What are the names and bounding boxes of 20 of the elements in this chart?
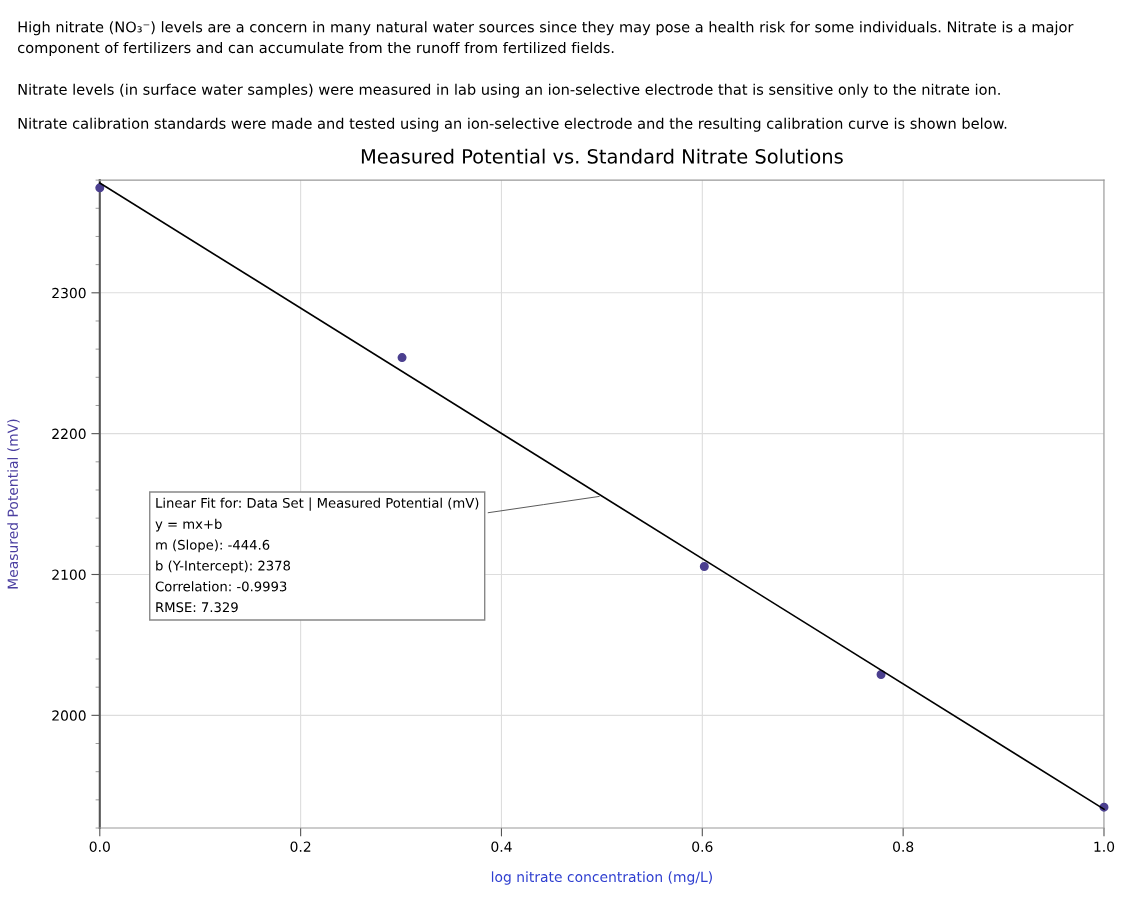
x-tick-label: 0.8: [893, 841, 914, 852]
text: Nitrate levels (in surface water samples) were measured in lab using an ion-selective electrode that is sensitive only to the nitrate ion.: [18, 83, 1000, 98]
y-tick-label: 2000: [52, 710, 86, 721]
y-tick-label: 2100: [52, 569, 86, 580]
x-tick-label: 0.2: [290, 841, 311, 852]
text: Nitrate calibration standards were made and tested using an ion-selective electrode and the resulting calibration curve is shown below.: [18, 117, 1007, 132]
y-tick-label: 2200: [52, 428, 86, 440]
text: High nitrate (NO₃⁻) levels are a concern in many natural water sources since they may pose a health risk for some individuals. Nitrate is a major component of fertilizers and can accumulate from the runoff from fertilized fields.: [18, 21, 1074, 57]
x-tick-label: 0.0: [89, 841, 110, 852]
point: [95, 183, 105, 193]
x-axis-title: log nitrate concentration (mg/L): [491, 871, 712, 885]
x-tick-label: 0.6: [692, 841, 713, 852]
y-tick-label: 2300: [52, 287, 86, 299]
chart-title: Measured Potential vs. Standard Nitrate Solutions: [361, 148, 843, 164]
x-tick-label: 0.4: [491, 841, 512, 852]
y-axis-title: Measured Potential (mV): [7, 419, 20, 589]
annotation: Linear Fit for: Data Set | Measured Potential (mV) y = mx+b m (Slope): -444.6 b (Y-Intercept): 2378 Correlation: -0.9993 RMSE: 7.329: [155, 497, 479, 613]
point: [397, 353, 407, 363]
point: [699, 561, 709, 571]
x-tick-label: 1.0: [1094, 841, 1115, 852]
